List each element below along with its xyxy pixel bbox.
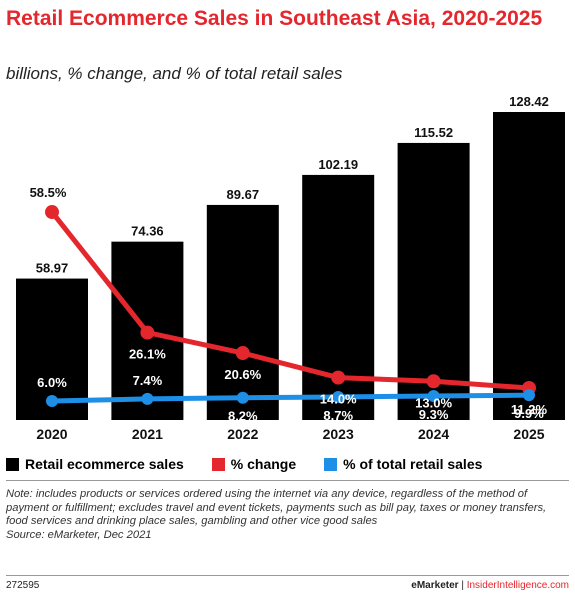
chart-title: Retail Ecommerce Sales in Southeast Asia… xyxy=(6,7,543,30)
note-text: Note: includes products or services orde… xyxy=(6,488,547,527)
share-label-2023: 8.7% xyxy=(323,408,353,423)
x-tick-2025: 2025 xyxy=(513,426,544,442)
legend-swatch-bars xyxy=(6,457,19,471)
share-label-2020: 6.0% xyxy=(37,375,67,390)
source-text: Source: eMarketer, Dec 2021 xyxy=(6,528,152,541)
bar-label-2025: 128.42 xyxy=(509,94,549,109)
bar-2025 xyxy=(493,112,565,420)
bar-2024 xyxy=(397,142,470,421)
share-label-2025: 9.9% xyxy=(514,406,544,421)
change-point-2024 xyxy=(426,374,441,389)
chart-id: 272595 xyxy=(6,580,40,591)
legend: Retail ecommerce sales % change % of tot… xyxy=(6,454,571,474)
legend-label-change: % change xyxy=(230,456,297,472)
legend-item-change: % change xyxy=(211,456,297,472)
share-point-2021 xyxy=(141,392,154,405)
share-point-2025 xyxy=(523,389,535,402)
share-point-2022 xyxy=(236,391,249,404)
bar-label-2024: 115.52 xyxy=(414,125,453,140)
bar-label-2022: 89.67 xyxy=(227,187,260,202)
x-tick-2021: 2021 xyxy=(132,426,163,442)
brand-separator: | xyxy=(461,580,464,591)
legend-label-share: % of total retail sales xyxy=(343,456,483,472)
share-label-2024: 9.3% xyxy=(419,407,449,422)
change-point-2021 xyxy=(140,325,155,340)
footer-divider xyxy=(6,575,569,576)
brand-link[interactable]: InsiderIntelligence.com xyxy=(466,580,569,591)
legend-swatch-share xyxy=(324,457,338,471)
change-point-2020 xyxy=(45,205,59,220)
change-label-2025: 11.2% xyxy=(511,402,548,417)
bar-label-2023: 102.19 xyxy=(318,157,358,172)
share-point-2023 xyxy=(332,390,345,403)
share-label-2021: 7.4% xyxy=(133,373,163,388)
x-tick-2024: 2024 xyxy=(418,426,449,442)
footnote: Note: includes products or services orde… xyxy=(6,488,569,542)
chart-area: 58.97 74.36 89.67 102.19 115.52 128.42 2020 202… xyxy=(16,94,565,442)
share-line xyxy=(51,392,530,404)
x-tick-2022: 2022 xyxy=(227,426,258,442)
share-point-2020 xyxy=(46,395,58,407)
divider xyxy=(6,480,569,481)
change-line xyxy=(50,210,530,391)
share-label-2022: 8.2% xyxy=(228,409,258,424)
change-label-2022: 20.6% xyxy=(224,367,261,382)
bar-label-2021: 74.36 xyxy=(131,224,164,239)
change-label-2021: 26.1% xyxy=(129,347,166,362)
change-label-2023: 14.0% xyxy=(320,392,357,407)
footer-brand: eMarketer | InsiderIntelligence.com xyxy=(411,580,569,591)
share-point-2024 xyxy=(427,390,440,403)
legend-item-share: % of total retail sales xyxy=(324,456,482,472)
legend-item-bars: Retail ecommerce sales xyxy=(6,456,184,472)
change-point-2022 xyxy=(235,346,250,361)
change-point-2023 xyxy=(331,370,346,385)
chart-subtitle: billions, % change, and % of total retai… xyxy=(6,64,343,83)
bar-label-2020: 58.97 xyxy=(36,261,69,276)
legend-label-bars: Retail ecommerce sales xyxy=(25,456,184,472)
legend-swatch-change xyxy=(211,457,225,471)
change-label-2020: 58.5% xyxy=(30,185,67,200)
x-tick-2023: 2023 xyxy=(323,426,354,442)
brand-name: eMarketer xyxy=(411,580,459,591)
footer: 272595 eMarketer | InsiderIntelligence.c… xyxy=(6,580,569,594)
bar-2022 xyxy=(206,204,279,420)
x-tick-2020: 2020 xyxy=(36,426,67,442)
change-label-2024: 13.0% xyxy=(415,395,452,410)
